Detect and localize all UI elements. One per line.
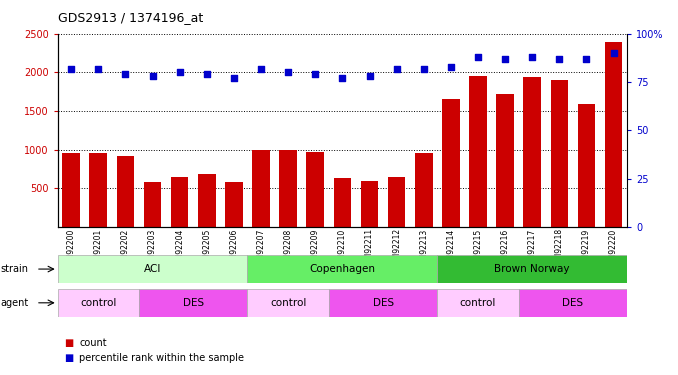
Point <box>418 66 429 72</box>
Bar <box>58 255 247 283</box>
Bar <box>139 289 247 317</box>
Text: DES: DES <box>372 298 394 308</box>
Bar <box>89 153 107 227</box>
Bar <box>388 177 405 227</box>
Point <box>500 56 511 62</box>
Text: ACI: ACI <box>144 264 161 274</box>
Bar <box>437 289 519 317</box>
Point <box>310 71 321 77</box>
Point <box>554 56 565 62</box>
Bar <box>117 156 134 227</box>
Bar <box>578 104 595 227</box>
Point <box>120 71 131 77</box>
Text: agent: agent <box>1 298 29 308</box>
Bar <box>247 255 437 283</box>
Bar <box>279 150 297 227</box>
Text: control: control <box>80 298 117 308</box>
Bar <box>605 42 622 227</box>
Bar <box>523 77 541 227</box>
Bar <box>247 289 329 317</box>
Text: percentile rank within the sample: percentile rank within the sample <box>79 353 244 363</box>
Bar <box>469 76 487 227</box>
Text: DES: DES <box>562 298 584 308</box>
Text: Brown Norway: Brown Norway <box>494 264 570 274</box>
Text: control: control <box>270 298 306 308</box>
Bar <box>519 289 627 317</box>
Bar <box>551 80 568 227</box>
Text: ■: ■ <box>64 338 74 348</box>
Text: control: control <box>460 298 496 308</box>
Bar <box>252 150 270 227</box>
Point <box>364 73 375 79</box>
Point <box>66 66 77 72</box>
Text: strain: strain <box>1 264 28 274</box>
Point <box>337 75 348 81</box>
Bar <box>496 94 514 227</box>
Point <box>445 64 456 70</box>
Bar <box>58 289 139 317</box>
Point <box>147 73 158 79</box>
Text: GDS2913 / 1374196_at: GDS2913 / 1374196_at <box>58 11 203 24</box>
Bar <box>144 182 161 227</box>
Text: Copenhagen: Copenhagen <box>309 264 376 274</box>
Point <box>473 54 483 60</box>
Point <box>201 71 212 77</box>
Bar <box>437 255 627 283</box>
Point <box>391 66 402 72</box>
Bar <box>442 99 460 227</box>
Text: count: count <box>79 338 107 348</box>
Bar <box>198 174 216 227</box>
Bar <box>225 182 243 227</box>
Bar <box>171 177 188 227</box>
Point <box>527 54 538 60</box>
Point <box>228 75 239 81</box>
Point <box>581 56 592 62</box>
Bar <box>361 181 378 227</box>
Point <box>256 66 266 72</box>
Bar <box>306 152 324 227</box>
Point <box>283 69 294 75</box>
Bar <box>415 153 433 227</box>
Point <box>608 50 619 56</box>
Bar <box>329 289 437 317</box>
Text: DES: DES <box>182 298 204 308</box>
Point <box>174 69 185 75</box>
Bar <box>62 153 80 227</box>
Text: ■: ■ <box>64 353 74 363</box>
Bar <box>334 178 351 227</box>
Point <box>93 66 104 72</box>
